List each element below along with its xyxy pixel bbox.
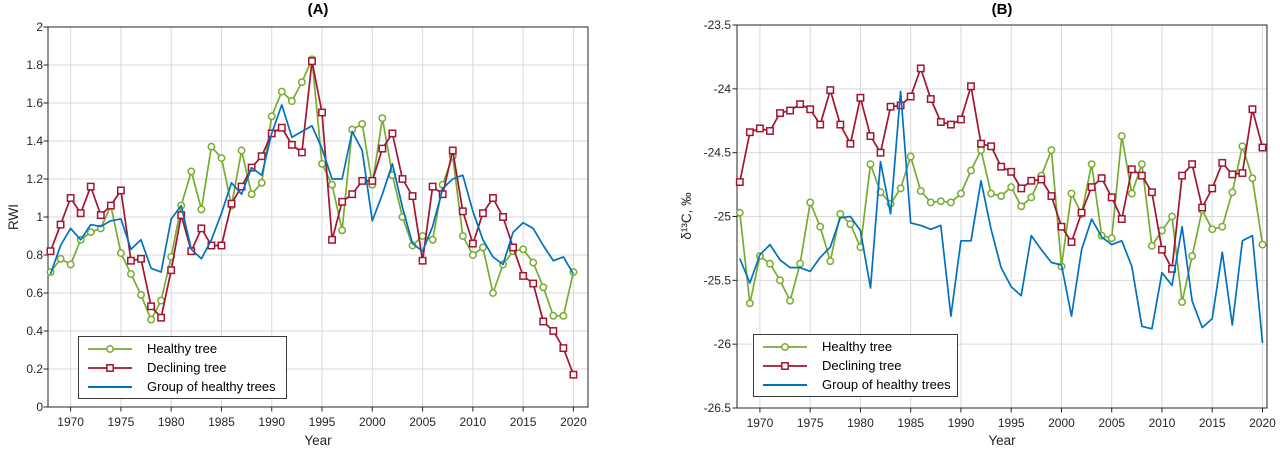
- svg-text:2005: 2005: [409, 415, 436, 429]
- legend-label: Healthy tree: [147, 341, 218, 356]
- svg-text:2000: 2000: [1048, 416, 1075, 430]
- legend-item-group-of-healthy-trees: Group of healthy trees: [86, 378, 286, 396]
- svg-text:1995: 1995: [998, 416, 1025, 430]
- svg-text:1: 1: [36, 210, 43, 224]
- panel-a: (A) 1970 1975 1980 1985 1990 1995 2000 2005 2010…: [6, 1, 589, 448]
- legend-item-healthy-tree: Healthy tree: [86, 340, 286, 358]
- svg-text:2010: 2010: [460, 415, 487, 429]
- group-of-healthy-trees-line-icon: [88, 385, 132, 388]
- declining-tree-line-square-icon: [763, 361, 807, 370]
- series-healthy-tree: [46, 55, 578, 324]
- svg-text:-24: -24: [714, 82, 732, 96]
- panel-b-y-axis-label: δ¹³C, ‰: [679, 192, 694, 240]
- series-group-of-healthy-trees: [739, 90, 1264, 343]
- axes: [43, 26, 589, 412]
- declining-tree-line-square-icon: [88, 363, 132, 372]
- svg-text:2: 2: [36, 20, 43, 34]
- svg-text:-26.5: -26.5: [704, 401, 732, 415]
- svg-text:1970: 1970: [57, 415, 84, 429]
- svg-text:0.8: 0.8: [26, 248, 43, 262]
- svg-text:2020: 2020: [560, 415, 587, 429]
- panel-b-x-axis-label: Year: [988, 433, 1016, 448]
- svg-text:1980: 1980: [158, 415, 185, 429]
- svg-text:1975: 1975: [108, 415, 135, 429]
- legend-item-declining-tree: Declining tree: [761, 357, 957, 375]
- group-of-healthy-trees-line-icon: [763, 383, 807, 386]
- legend-label: Group of healthy trees: [822, 377, 951, 392]
- svg-text:1.2: 1.2: [26, 172, 43, 186]
- series-declining-tree: [46, 57, 578, 379]
- svg-text:1.6: 1.6: [26, 96, 43, 110]
- panel-a-title: (A): [307, 1, 329, 18]
- healthy-tree-line-circle-icon: [88, 344, 132, 353]
- svg-text:1990: 1990: [258, 415, 285, 429]
- svg-text:-25: -25: [714, 210, 732, 224]
- tick-labels: 1970 1975 1980 1985 1990 1995 2000 2005 2010 2015…: [26, 20, 587, 429]
- panel-b-legend: Healthy tree Declining tree Group of hea…: [753, 334, 958, 397]
- panel-b-title: (B): [991, 1, 1013, 18]
- svg-text:0: 0: [36, 400, 43, 414]
- svg-text:2000: 2000: [359, 415, 386, 429]
- legend-item-healthy-tree: Healthy tree: [761, 338, 957, 356]
- svg-text:2015: 2015: [1199, 416, 1226, 430]
- svg-text:1980: 1980: [847, 416, 874, 430]
- series-declining-tree: [735, 64, 1267, 273]
- legend-label: Declining tree: [822, 358, 902, 373]
- tick-labels: 1970 1975 1980 1985 1990 1995 2000 2005 2010 2015…: [704, 18, 1277, 430]
- svg-text:2020: 2020: [1249, 416, 1276, 430]
- svg-text:2015: 2015: [510, 415, 537, 429]
- panel-a-y-axis-label: RWI: [6, 204, 21, 230]
- legend-label: Group of healthy trees: [147, 379, 276, 394]
- svg-text:-24.5: -24.5: [704, 146, 732, 160]
- svg-text:1.4: 1.4: [26, 134, 43, 148]
- panel-b-plot: 1970 1975 1980 1985 1990 1995 2000 2005 2010 2015…: [704, 18, 1277, 430]
- svg-text:1.8: 1.8: [26, 58, 43, 72]
- panel-a-x-axis-label: Year: [304, 433, 332, 448]
- svg-text:-26: -26: [714, 337, 732, 351]
- legend-item-group-of-healthy-trees: Group of healthy trees: [761, 376, 957, 394]
- svg-text:1985: 1985: [208, 415, 235, 429]
- svg-text:0.2: 0.2: [26, 362, 43, 376]
- svg-text:-23.5: -23.5: [704, 18, 732, 32]
- svg-text:0.4: 0.4: [26, 324, 43, 338]
- svg-text:2010: 2010: [1149, 416, 1176, 430]
- svg-text:1995: 1995: [309, 415, 336, 429]
- svg-text:1985: 1985: [897, 416, 924, 430]
- svg-text:1975: 1975: [797, 416, 824, 430]
- panel-b: (B) 1970 1975 1980 1985 1990 1995 2000 2005 2010…: [640, 0, 1280, 453]
- svg-text:0.6: 0.6: [26, 286, 43, 300]
- svg-text:2005: 2005: [1098, 416, 1125, 430]
- svg-text:1970: 1970: [747, 416, 774, 430]
- series-group-of-healthy-trees: [49, 104, 575, 275]
- healthy-tree-line-circle-icon: [763, 342, 807, 351]
- legend-label: Declining tree: [147, 360, 227, 375]
- svg-text:1990: 1990: [948, 416, 975, 430]
- legend-item-declining-tree: Declining tree: [86, 359, 286, 377]
- svg-text:-25.5: -25.5: [704, 273, 732, 287]
- axes: [732, 24, 1268, 413]
- legend-label: Healthy tree: [822, 339, 893, 354]
- panel-a-legend: Healthy tree Declining tree Group of hea…: [78, 336, 287, 399]
